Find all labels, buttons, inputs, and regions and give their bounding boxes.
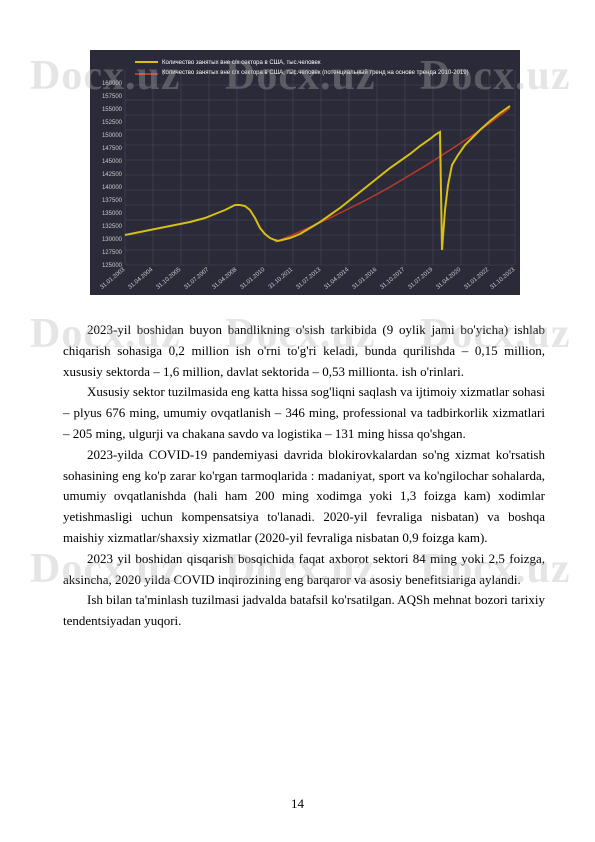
svg-text:135000: 135000 xyxy=(102,211,123,217)
svg-text:Количество занятых вне с/х сек: Количество занятых вне с/х сектора в США… xyxy=(162,60,321,66)
svg-text:31.04.2008: 31.04.2008 xyxy=(211,267,238,291)
svg-text:142500: 142500 xyxy=(102,172,123,178)
svg-text:130000: 130000 xyxy=(102,237,123,243)
svg-text:137500: 137500 xyxy=(102,198,123,204)
svg-text:150000: 150000 xyxy=(102,133,123,139)
svg-text:31.01.2016: 31.01.2016 xyxy=(351,267,378,291)
body-text: 2023-yil boshidan buyon bandlikning o'si… xyxy=(63,320,545,632)
paragraph: 2023-yil boshidan buyon bandlikning o'si… xyxy=(63,320,545,382)
svg-text:Количество занятых вне с/х сек: Количество занятых вне с/х сектора в США… xyxy=(162,69,469,76)
svg-text:31.04.2004: 31.04.2004 xyxy=(127,267,154,291)
chart-svg: 125000 127500 130000 132500 135000 13750… xyxy=(90,50,520,295)
main-series xyxy=(125,106,510,250)
paragraph: 2023 yil boshidan qisqarish bosqichida f… xyxy=(63,549,545,591)
svg-text:31.07.2013: 31.07.2013 xyxy=(295,267,322,291)
svg-text:31.10.2017: 31.10.2017 xyxy=(379,267,406,291)
svg-text:147500: 147500 xyxy=(102,146,123,152)
employment-chart: 125000 127500 130000 132500 135000 13750… xyxy=(90,50,520,295)
svg-text:31.07.2019: 31.07.2019 xyxy=(407,267,434,291)
paragraph: 2023-yilda COVID-19 pandemiyasi davrida … xyxy=(63,445,545,549)
svg-text:127500: 127500 xyxy=(102,250,123,256)
svg-text:31.04.2014: 31.04.2014 xyxy=(323,267,350,291)
chart-legend: Количество занятых вне с/х сектора в США… xyxy=(135,60,469,76)
paragraph: Ish bilan ta'minlash tuzilmasi jadvalda … xyxy=(63,590,545,632)
x-axis-labels: 31.01.2003 31.04.2004 31.10.2005 31.07.2… xyxy=(99,267,516,291)
svg-text:160000: 160000 xyxy=(102,81,123,87)
svg-text:31.07.2007: 31.07.2007 xyxy=(183,267,210,291)
svg-text:31.01.2003: 31.01.2003 xyxy=(99,267,126,291)
page-number: 14 xyxy=(0,796,595,812)
y-axis-labels: 125000 127500 130000 132500 135000 13750… xyxy=(102,81,123,269)
svg-text:140000: 140000 xyxy=(102,185,123,191)
svg-text:31.04.2020: 31.04.2020 xyxy=(435,267,462,291)
paragraph: Xususiy sektor tuzilmasida eng katta his… xyxy=(63,382,545,444)
svg-text:31.10.2005: 31.10.2005 xyxy=(155,267,182,291)
chart-grid xyxy=(125,70,515,265)
svg-text:155000: 155000 xyxy=(102,107,123,113)
svg-text:31.01.2010: 31.01.2010 xyxy=(239,267,266,291)
svg-text:157500: 157500 xyxy=(102,94,123,100)
svg-text:152500: 152500 xyxy=(102,120,123,126)
svg-text:145000: 145000 xyxy=(102,159,123,165)
svg-text:31.01.2022: 31.01.2022 xyxy=(463,267,490,291)
svg-text:132500: 132500 xyxy=(102,224,123,230)
svg-text:31.10.2023: 31.10.2023 xyxy=(489,267,516,291)
svg-text:31.10.2011: 31.10.2011 xyxy=(268,267,295,291)
